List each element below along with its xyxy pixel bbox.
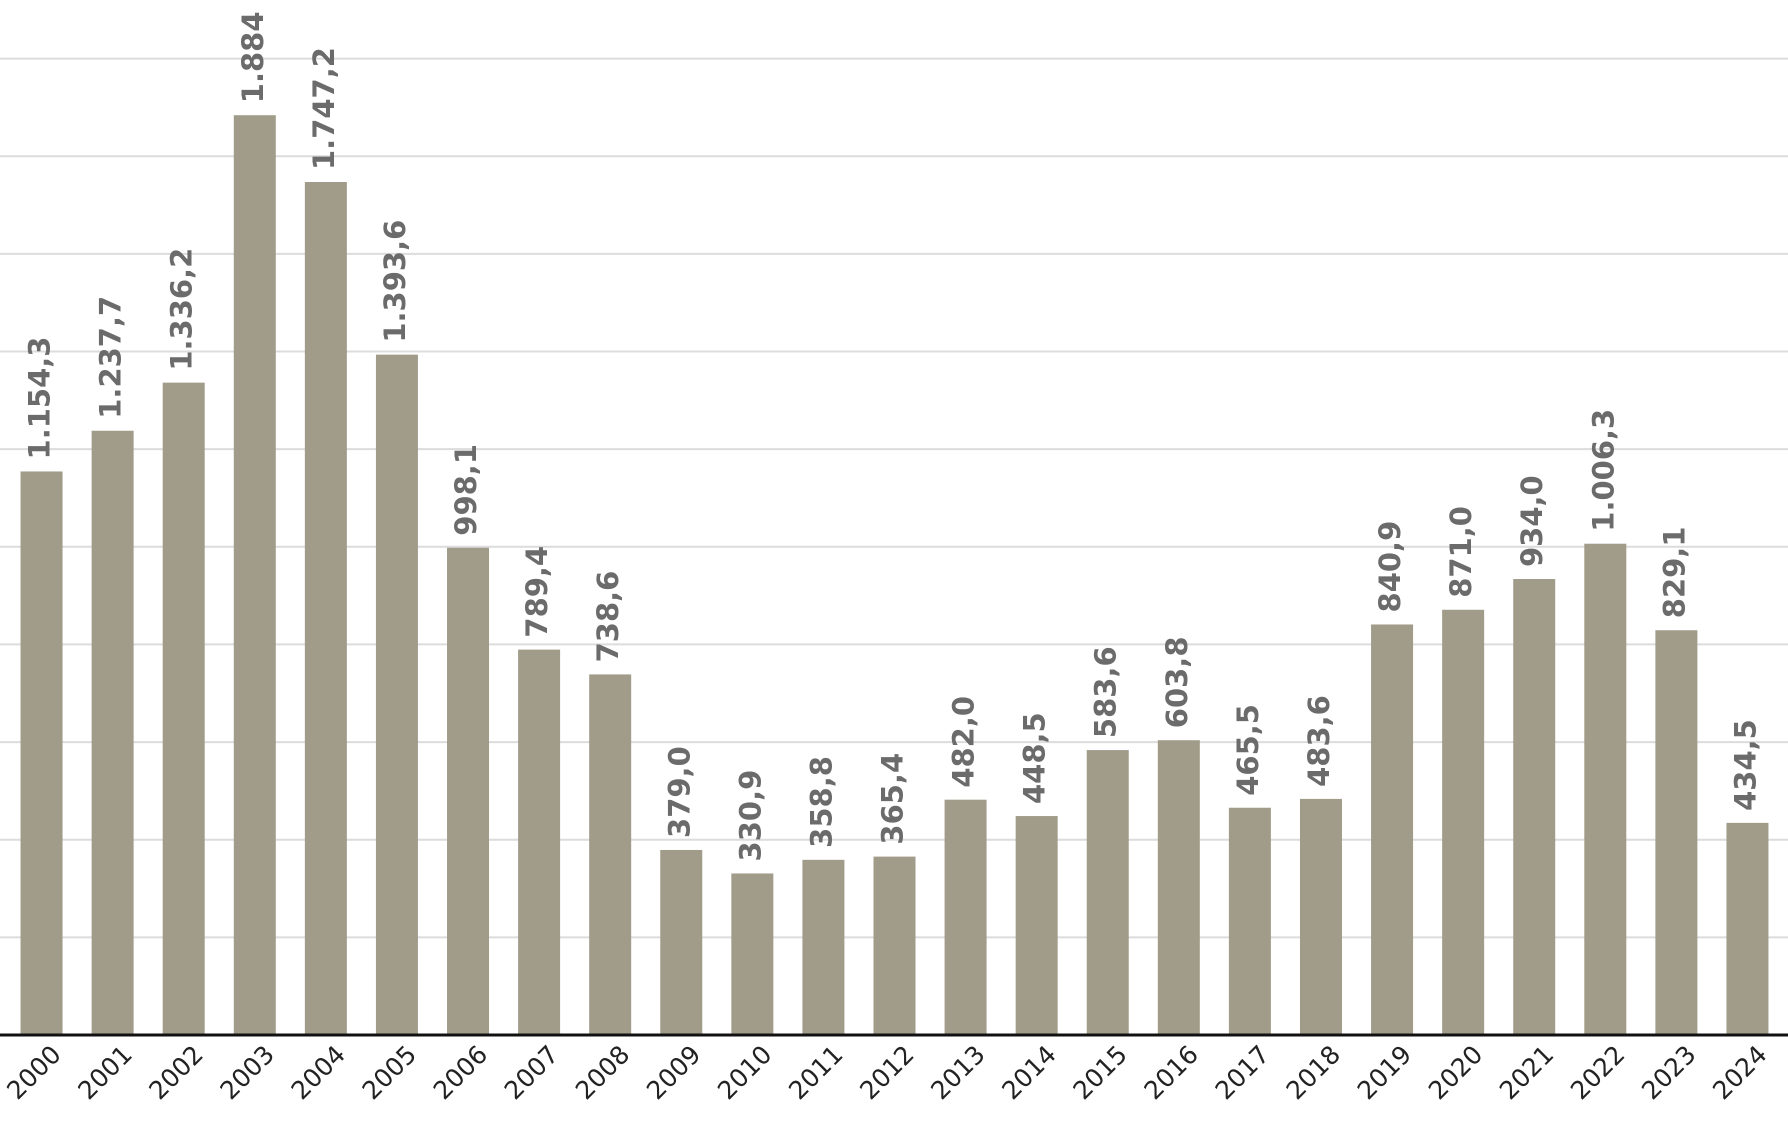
bar [304, 182, 347, 1035]
bar [1584, 543, 1627, 1035]
value-label: 434,5 [1728, 719, 1762, 811]
value-label: 1.747,2 [307, 47, 341, 170]
bar [589, 674, 632, 1035]
bar [1442, 609, 1485, 1035]
bar [447, 547, 490, 1035]
value-label: 1.393,6 [378, 220, 412, 343]
value-label: 483,6 [1302, 695, 1336, 787]
x-tick-label: 2020 [1423, 1040, 1488, 1105]
value-label: 330,9 [733, 770, 767, 862]
value-label: 365,4 [876, 753, 910, 845]
x-tick-label: 2014 [996, 1040, 1061, 1105]
bar [1086, 750, 1129, 1035]
value-label: 789,4 [520, 546, 554, 638]
x-tick-label: 2021 [1494, 1040, 1559, 1105]
value-label: 448,5 [1018, 712, 1052, 804]
bar [1015, 816, 1058, 1035]
x-tick-label: 2010 [712, 1040, 777, 1105]
x-tick-label: 2006 [428, 1040, 493, 1105]
value-label: 934,0 [1515, 475, 1549, 567]
value-label: 1.006,3 [1586, 409, 1620, 532]
value-label: 738,6 [591, 571, 625, 663]
bar [731, 873, 774, 1035]
bar [873, 856, 916, 1035]
x-tick-label: 2024 [1707, 1040, 1772, 1105]
value-label: 1.336,2 [165, 248, 199, 371]
x-tick-label: 2012 [854, 1040, 919, 1105]
x-tick-label: 2005 [357, 1040, 422, 1105]
bar [1299, 798, 1342, 1035]
value-label: 871,0 [1444, 506, 1478, 598]
x-tick-label: 2011 [783, 1040, 848, 1105]
x-tick-label: 2009 [641, 1040, 706, 1105]
bar [1228, 807, 1271, 1035]
bar [20, 471, 63, 1035]
value-label: 379,0 [662, 746, 696, 838]
bar [1726, 822, 1769, 1035]
value-label: 1.237,7 [94, 296, 128, 419]
bar [1371, 624, 1414, 1035]
value-label: 840,9 [1373, 521, 1407, 613]
x-tick-label: 2018 [1281, 1040, 1346, 1105]
bar [375, 354, 418, 1035]
x-tick-label: 2017 [1210, 1040, 1275, 1105]
value-label: 482,0 [947, 696, 981, 788]
bar [1655, 630, 1698, 1035]
x-tick-label: 2023 [1636, 1040, 1701, 1105]
value-label: 1.154,3 [23, 337, 57, 460]
bar [944, 799, 987, 1035]
x-tick-label: 2019 [1352, 1040, 1417, 1105]
bar [233, 115, 276, 1035]
bar [518, 649, 561, 1035]
value-label: 1.884 [236, 11, 270, 103]
bar [1513, 579, 1556, 1035]
x-tick-label: 2003 [214, 1040, 279, 1105]
value-label: 583,6 [1089, 646, 1123, 738]
x-tick-label: 2007 [499, 1040, 564, 1105]
bar [91, 430, 134, 1036]
value-label: 829,1 [1657, 526, 1691, 618]
x-tick-label: 2002 [143, 1040, 208, 1105]
x-tick-label: 2015 [1067, 1040, 1132, 1105]
bar [802, 859, 845, 1035]
x-tick-label: 2008 [570, 1040, 635, 1105]
value-label: 603,8 [1160, 636, 1194, 728]
bar [1157, 740, 1200, 1035]
bar [162, 382, 205, 1035]
x-tick-label: 2022 [1565, 1040, 1630, 1105]
x-tick-label: 2001 [72, 1040, 137, 1105]
value-label: 998,1 [449, 444, 483, 536]
x-tick-label: 2004 [286, 1040, 351, 1105]
x-tick-label: 2000 [1, 1040, 66, 1105]
value-label: 358,8 [804, 756, 838, 848]
x-tick-label: 2013 [925, 1040, 990, 1105]
value-label: 465,5 [1231, 704, 1265, 796]
bar [660, 849, 703, 1035]
x-tick-label: 2016 [1139, 1040, 1204, 1105]
